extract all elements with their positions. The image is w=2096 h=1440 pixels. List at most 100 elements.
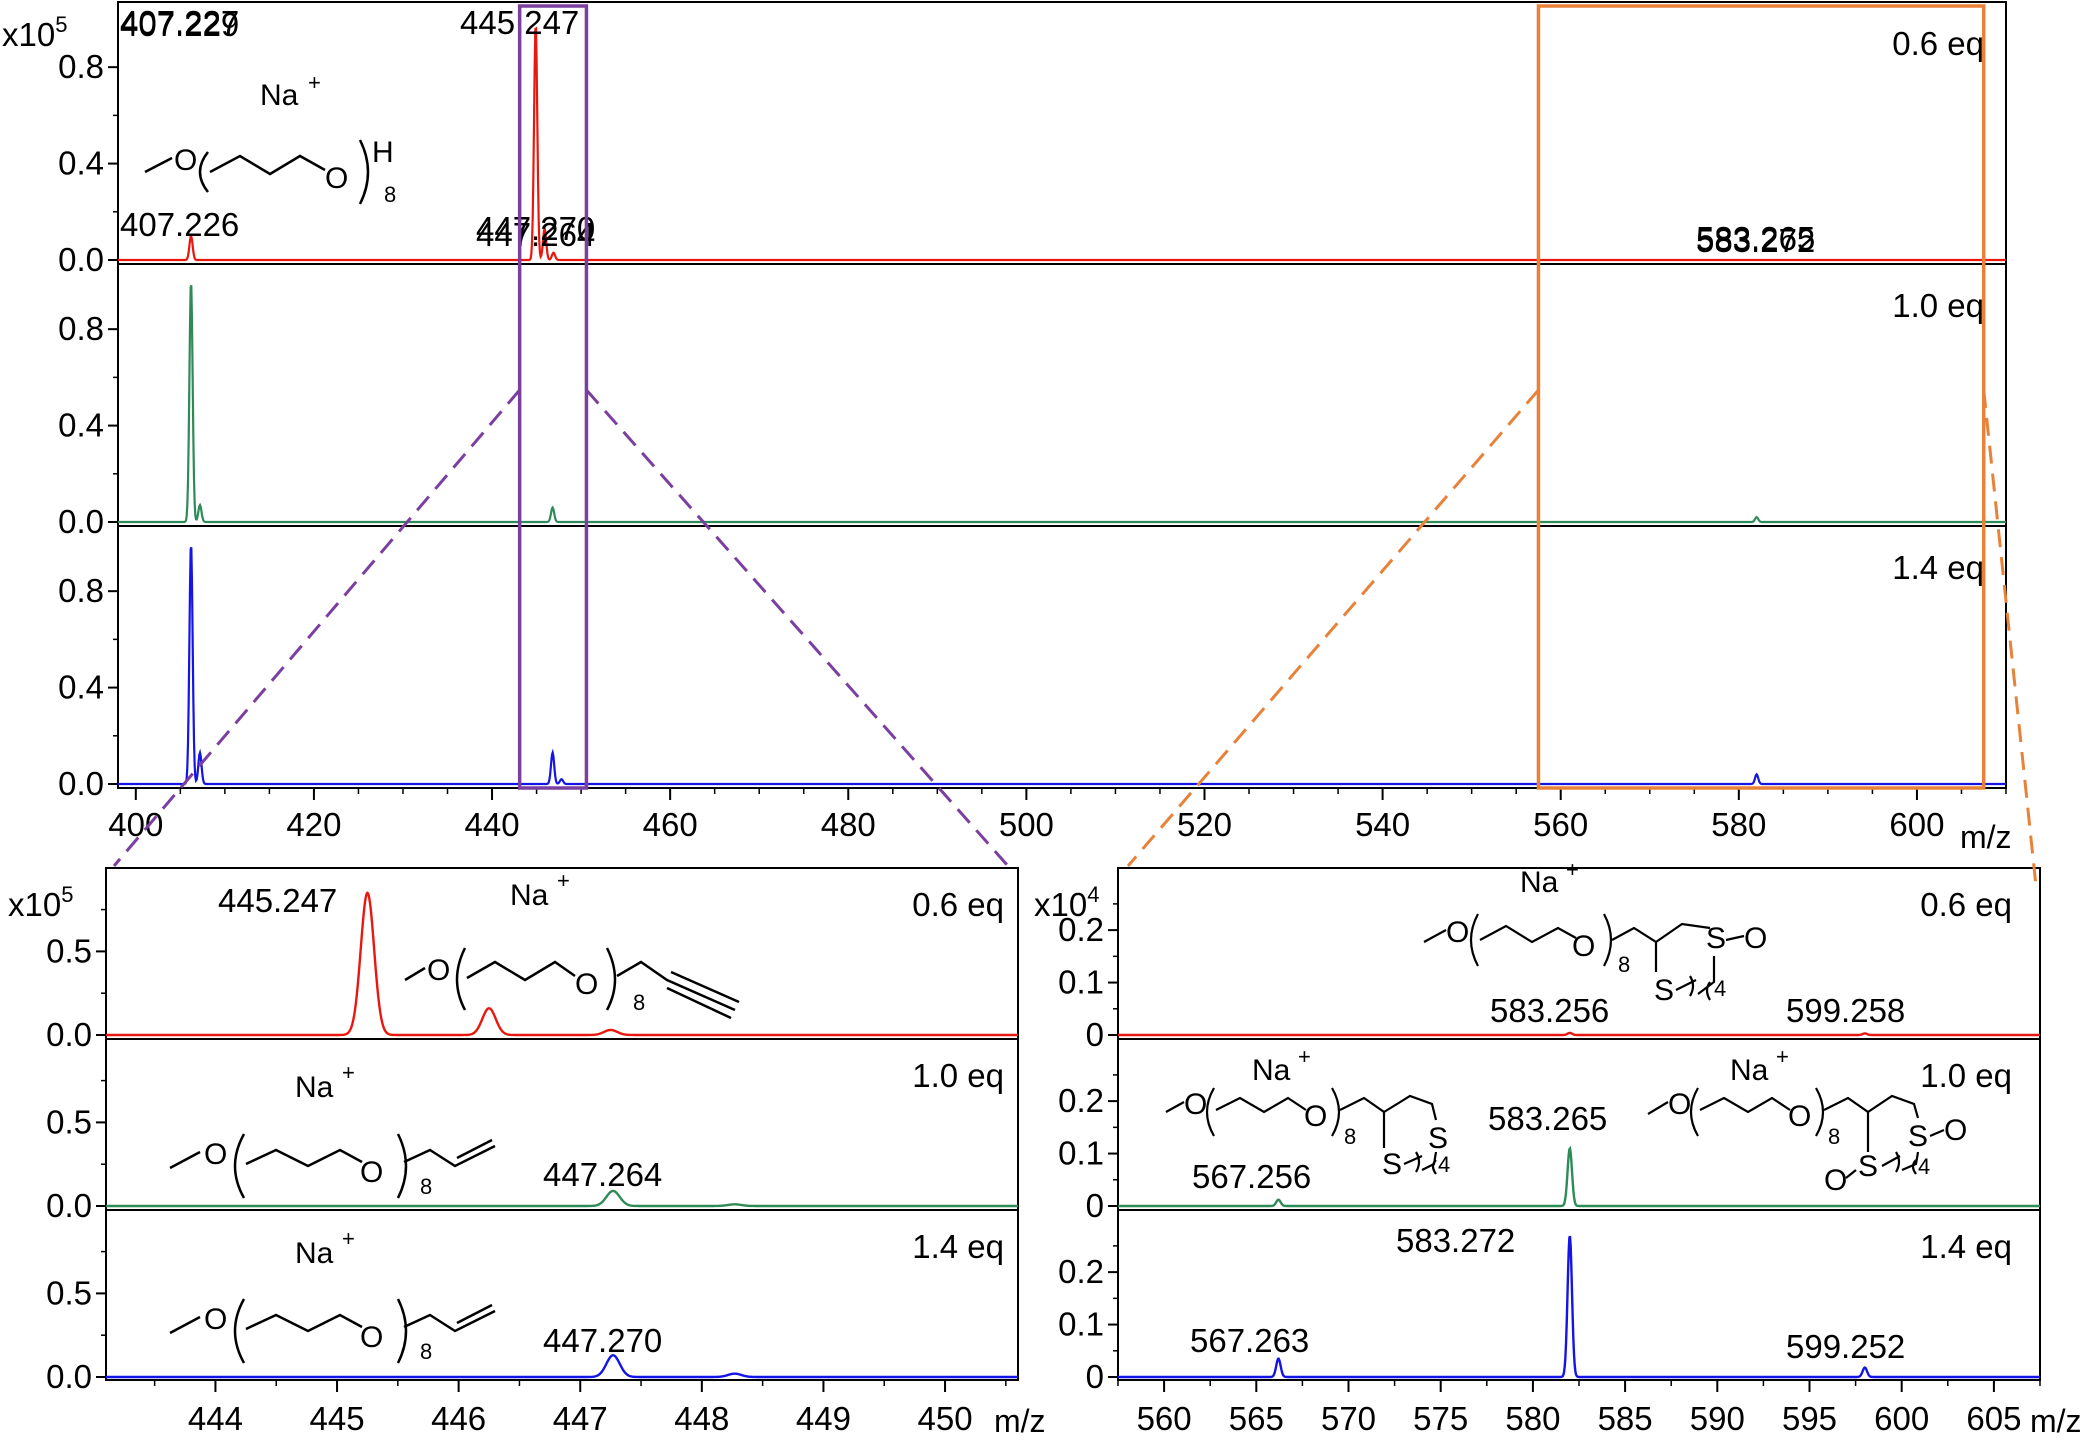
oxygen-label: O [575, 968, 598, 1001]
repeat-count: 8 [420, 1174, 432, 1199]
oxygen-label: O [325, 162, 348, 195]
y-tick-label: 0.2 [1058, 1082, 1104, 1119]
y-tick-label: 0.4 [58, 407, 104, 444]
y-tick-label: 0 [1086, 1358, 1104, 1395]
propargyl-molecule-structure: Na + O O 8 [404, 868, 740, 1020]
peak-label: 407.229 [120, 6, 239, 43]
zoom-box-purple [517, 4, 589, 790]
oxygen-label: O [1744, 922, 1767, 955]
oxygen-label: O [174, 144, 197, 177]
peak-label: 599.258 [1786, 992, 1905, 1029]
oxygen-label: O [1184, 1088, 1207, 1121]
sodium-ion-label: Na [295, 1237, 334, 1270]
sodium-ion-label: Na [510, 879, 549, 912]
zoom-guide-orange [1982, 389, 2038, 887]
dithiepane-molecule-structure: Na + O O 8 S S 4 [1165, 1044, 1450, 1181]
condition-label: 0.6 eq [1920, 886, 2012, 923]
sodium-ion-label: Na [260, 79, 299, 112]
y-tick-label: 0.0 [58, 503, 104, 540]
repeat-count: 8 [384, 182, 396, 207]
peak-label: 407.226 [120, 206, 239, 243]
bottom-right-panel: 0 0.1 0.2 0.6 eq 583.256 599.258 0 0.1 0.2 1.0 eq… [1034, 867, 2082, 1439]
repeat-count: 8 [1828, 1124, 1840, 1149]
y-tick-label: 0.8 [58, 48, 104, 85]
sulfoxide-dithiepane-molecule-structure: Na + O O 8 S O S 4 [1423, 857, 1767, 1007]
peak-label: 583.265 [1488, 1100, 1607, 1137]
top-molecule-structure: Na + O O H 8 [144, 70, 396, 207]
x-tick-label: 400 [108, 806, 163, 843]
spectrum-line [118, 26, 2006, 262]
x-tick-label: 605 [1966, 1400, 2021, 1437]
y-tick-label: 0.1 [1058, 964, 1104, 1001]
sulfur-label: S [1382, 1148, 1402, 1181]
oxygen-label: O [360, 1321, 383, 1354]
x-tick-label: 570 [1321, 1400, 1376, 1437]
x-tick-label: 440 [465, 806, 520, 843]
spectrum-line [106, 891, 1018, 1037]
x-tick-label: 520 [1177, 806, 1232, 843]
spectrum-line [1118, 1145, 2040, 1208]
x-tick-label: 575 [1413, 1400, 1468, 1437]
spectrum-line [1118, 1235, 2040, 1379]
sulfur-label: S [1654, 974, 1674, 1007]
sodium-ion-label: Na [1252, 1054, 1291, 1087]
spectrum-line [118, 546, 2006, 786]
peak-label: 583.265 [1696, 220, 1815, 257]
y-tick-label: 0 [1086, 1016, 1104, 1053]
zoom-guide-orange [1126, 389, 1540, 867]
peak-label: 599.252 [1786, 1328, 1905, 1365]
x-tick-label: 595 [1782, 1400, 1837, 1437]
y-tick-label: 0.4 [58, 669, 104, 706]
y-tick-label: 0.2 [1058, 1253, 1104, 1290]
oxygen-label: O [427, 954, 450, 987]
y-tick-label: 0.0 [58, 765, 104, 802]
charge-label: + [1298, 1044, 1311, 1069]
sodium-ion-label: Na [295, 1071, 334, 1104]
peak-label: 447.270 [543, 1322, 662, 1359]
x-tick-label: 460 [643, 806, 698, 843]
oxygen-label: O [1446, 916, 1469, 949]
x-tick-label: 600 [1889, 806, 1944, 843]
top-panel: 0.00.40.80.6 eq407.226445.2470.00.40.81.… [2, 1, 2012, 855]
condition-label: 1.0 eq [1920, 1057, 2012, 1094]
allyl-molecule-structure: Na + O O 8 [169, 1226, 496, 1364]
y-tick-label: 0.5 [46, 1274, 92, 1311]
x-tick-label: 480 [821, 806, 876, 843]
x-tick-label: 585 [1598, 1400, 1653, 1437]
y-tick-label: 0.2 [1058, 911, 1104, 948]
y-tick-label: 0.0 [58, 241, 104, 278]
peak-label: 567.256 [1192, 1158, 1311, 1195]
x-axis-unit: m/z [1960, 819, 2012, 855]
condition-label: 0.6 eq [1892, 25, 1984, 62]
sulfur-label: S [1908, 1120, 1928, 1153]
y-tick-label: 0.0 [46, 1016, 92, 1053]
oxygen-label: O [204, 1303, 227, 1336]
charge-label: + [1776, 1044, 1789, 1069]
condition-label: 1.4 eq [1920, 1228, 2012, 1265]
allyl-molecule-structure: Na + O O 8 [169, 1060, 496, 1199]
oxygen-label: O [1788, 1100, 1811, 1133]
peak-label: 447.264 [476, 216, 595, 253]
spectrum-line [118, 284, 2006, 524]
spectrum-line [1118, 1031, 2040, 1037]
oxygen-label: O [1824, 1164, 1847, 1197]
plot-frame [105, 867, 1019, 1381]
ring-size-label: 4 [1918, 1154, 1930, 1179]
x-tick-label: 560 [1533, 806, 1588, 843]
x-tick-label: 450 [918, 1400, 973, 1437]
charge-label: + [308, 70, 321, 95]
x-tick-label: 580 [1711, 806, 1766, 843]
y-tick-label: 0.5 [46, 932, 92, 969]
condition-label: 1.4 eq [912, 1228, 1004, 1265]
x-tick-label: 444 [188, 1400, 243, 1437]
x-axis-unit: m/z [994, 1403, 1046, 1439]
x-tick-label: 449 [796, 1400, 851, 1437]
peak-label: 447.270 [476, 210, 595, 247]
repeat-count: 8 [1344, 1124, 1356, 1149]
zoom-guide-purple [112, 389, 521, 867]
peak-label: 583.256 [1490, 992, 1609, 1029]
x-tick-label: 446 [431, 1400, 486, 1437]
peak-label: 583.272 [1396, 1222, 1515, 1259]
x-tick-label: 600 [1874, 1400, 1929, 1437]
x-tick-label: 540 [1355, 806, 1410, 843]
